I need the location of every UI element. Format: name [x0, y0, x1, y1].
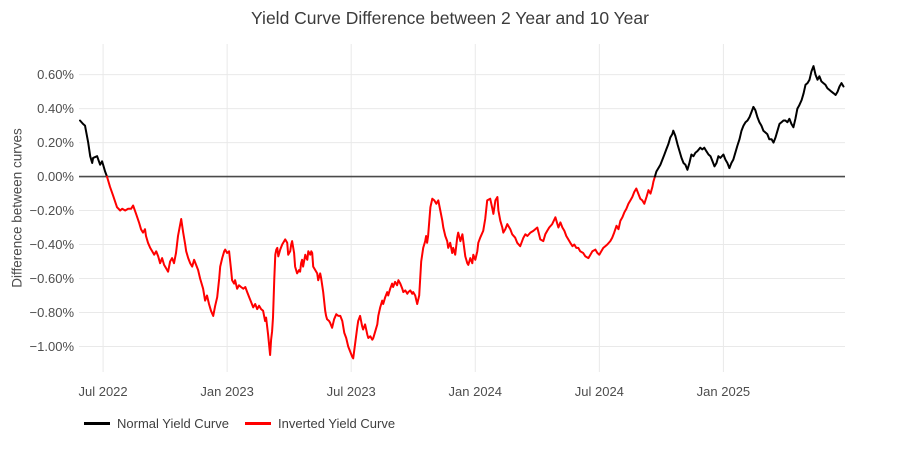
- x-tick-label: Jul 2024: [574, 384, 624, 399]
- series-segment-inverted: [106, 175, 656, 360]
- y-tick-label: −0.80%: [29, 304, 74, 320]
- x-tick-label: Jan 2025: [696, 384, 751, 399]
- y-tick-label: −0.40%: [29, 236, 74, 252]
- x-tick-label: Jul 2023: [326, 384, 376, 399]
- legend-line-inverted-icon: [245, 422, 271, 425]
- legend-label-inverted: Inverted Yield Curve: [278, 416, 396, 431]
- x-tick-label: Jan 2023: [200, 384, 254, 399]
- legend-item-normal[interactable]: Normal Yield Curve: [84, 416, 229, 431]
- x-tick-label: Jul 2022: [78, 384, 128, 399]
- x-tick-label: Jan 2024: [448, 384, 503, 399]
- y-tick-label: −1.00%: [29, 338, 74, 354]
- legend-line-normal-icon: [84, 422, 110, 425]
- legend: Normal Yield Curve Inverted Yield Curve: [84, 416, 395, 431]
- y-tick-label: 0.20%: [37, 134, 74, 150]
- legend-label-normal: Normal Yield Curve: [117, 416, 229, 431]
- y-tick-label: −0.20%: [29, 202, 74, 218]
- series-segment-normal: [79, 119, 108, 178]
- y-tick-label: −0.60%: [29, 270, 74, 286]
- chart-title: Yield Curve Difference between 2 Year an…: [251, 8, 649, 28]
- y-tick-label: 0.00%: [37, 168, 74, 184]
- y-tick-label: 0.40%: [37, 100, 74, 116]
- series-segment-normal: [653, 65, 845, 178]
- legend-item-inverted[interactable]: Inverted Yield Curve: [245, 416, 395, 431]
- y-tick-label: 0.60%: [37, 66, 74, 82]
